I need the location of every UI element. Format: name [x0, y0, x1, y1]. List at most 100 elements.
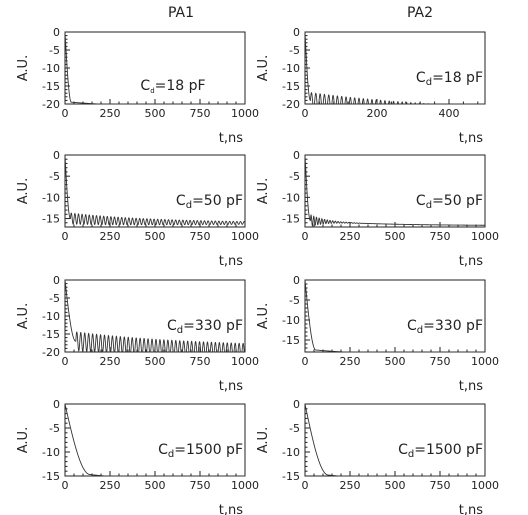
x-tick-label: 500: [145, 355, 166, 368]
x-axis-label: t,ns: [219, 254, 243, 269]
y-tick-label: 0: [53, 398, 60, 411]
panel-7: 0 250 500 750 1000 0 -5 -10 -15 A.U. t,ns Cd=1500 p…: [16, 398, 259, 515]
x-tick-label: 0: [302, 479, 309, 492]
capacitance-annotation: Cd=18 pF: [416, 70, 483, 88]
y-tick-label: 0: [293, 274, 300, 287]
x-tick-label: 200: [367, 107, 388, 120]
y-tick-label: 0: [53, 26, 60, 39]
panel-6: 0 250 500 750 1000 0 -5 -10 -15 A.U. t,ns Cd=330 pF: [256, 274, 499, 394]
x-tick-label: 250: [100, 107, 121, 120]
x-tick-label: 1000: [471, 355, 499, 368]
y-axis-label: A.U.: [16, 427, 31, 453]
y-tick-label: -5: [49, 292, 60, 305]
y-tick-label: -20: [42, 98, 60, 111]
x-tick-label: 1000: [231, 107, 259, 120]
x-tick-label: 500: [145, 107, 166, 120]
y-tick-label: -15: [282, 334, 300, 347]
x-tick-label: 750: [190, 479, 211, 492]
x-axis-label: t,ns: [459, 254, 483, 269]
y-tick-label: -15: [42, 470, 60, 483]
x-tick-label: 0: [302, 107, 309, 120]
signal-curve: [64, 154, 246, 226]
panel-8: 0 250 500 750 1000 0 -5 -10 -15 A.U. t,ns Cd=1500 p…: [256, 398, 499, 515]
x-axis-label: t,ns: [219, 379, 243, 394]
capacitance-annotation: Cd=50 pF: [176, 193, 243, 211]
x-tick-label: 0: [302, 355, 309, 368]
y-axis-label: A.U.: [16, 55, 31, 81]
y-tick-label: -5: [289, 44, 300, 57]
y-tick-label: -15: [42, 213, 60, 226]
y-tick-label: -10: [282, 62, 300, 75]
capacitance-annotation: Cd=330 pF: [167, 318, 243, 336]
y-tick-label: -10: [282, 446, 300, 459]
x-tick-label: 1000: [231, 479, 259, 492]
x-tick-label: 250: [100, 479, 121, 492]
y-tick-label: -10: [42, 191, 60, 204]
plot-frame: [64, 154, 246, 228]
x-tick-label: 0: [302, 230, 309, 243]
signal-curve: [304, 31, 485, 105]
y-tick-label: -10: [42, 62, 60, 75]
y-axis-label: A.U.: [256, 55, 271, 81]
signal-curve: [304, 154, 485, 227]
x-tick-label: 1000: [231, 230, 259, 243]
x-tick-label: 1000: [471, 230, 499, 243]
x-tick-label: 0: [62, 479, 69, 492]
y-tick-label: -5: [49, 170, 60, 183]
y-tick-label: -10: [282, 191, 300, 204]
x-axis-label: t,ns: [459, 131, 483, 146]
column-title-pa1: PA1: [168, 5, 194, 21]
y-tick-label: -5: [289, 170, 300, 183]
y-tick-label: -10: [42, 446, 60, 459]
y-tick-label: -15: [42, 328, 60, 341]
x-tick-label: 500: [385, 355, 406, 368]
x-tick-label: 500: [145, 479, 166, 492]
y-tick-label: -15: [282, 470, 300, 483]
x-tick-label: 750: [430, 230, 451, 243]
y-axis-label: A.U.: [16, 178, 31, 204]
y-tick-label: -20: [42, 346, 60, 359]
x-tick-label: 1000: [471, 479, 499, 492]
plot-frame: [304, 31, 486, 105]
x-tick-label: 750: [190, 107, 211, 120]
y-tick-label: -5: [289, 422, 300, 435]
capacitance-annotation: Cd=18 pF: [140, 78, 205, 95]
signal-curve: [304, 279, 485, 353]
y-tick-label: 0: [53, 149, 60, 162]
y-tick-label: -20: [282, 98, 300, 111]
x-tick-label: 1000: [231, 355, 259, 368]
x-tick-label: 750: [430, 479, 451, 492]
panel-1: 0 250 500 750 1000 0 -5 -10 -15 -20 A.U. t,ns Cd=18 …: [16, 26, 259, 146]
signal-curve: [64, 31, 245, 105]
y-tick-label: -10: [282, 314, 300, 327]
plot-frame: [304, 154, 486, 228]
x-tick-label: 250: [100, 230, 121, 243]
plot-frame: [64, 403, 246, 477]
column-title-pa2: PA2: [407, 5, 433, 21]
x-tick-label: 750: [190, 355, 211, 368]
y-axis-label: A.U.: [256, 178, 271, 204]
plot-frame: [304, 279, 486, 353]
x-axis-label: t,ns: [219, 131, 243, 146]
x-tick-label: 250: [100, 355, 121, 368]
y-tick-label: -15: [282, 213, 300, 226]
signal-curve: [64, 279, 245, 353]
y-tick-label: -5: [49, 422, 60, 435]
x-tick-label: 500: [385, 479, 406, 492]
x-tick-label: 750: [190, 230, 211, 243]
panel-5: 0 250 500 750 1000 0 -5 -10 -15 -20 A.U. t,ns Cd=330…: [16, 274, 259, 394]
x-tick-label: 250: [340, 230, 361, 243]
capacitance-annotation: Cd=330 pF: [407, 318, 483, 336]
x-axis-label: t,ns: [219, 503, 243, 515]
y-tick-label: -15: [42, 80, 60, 93]
capacitance-annotation: Cd=1500 pF: [398, 442, 483, 460]
y-axis-label: A.U.: [16, 303, 31, 329]
x-tick-label: 250: [340, 479, 361, 492]
x-tick-label: 0: [62, 355, 69, 368]
x-axis-label: t,ns: [459, 379, 483, 394]
capacitance-annotation: Cd=50 pF: [416, 193, 483, 211]
panel-3: 0 250 500 750 1000 0 -5 -10 -15 A.U. t,ns Cd=50 pF: [16, 149, 259, 269]
y-axis-label: A.U.: [256, 427, 271, 453]
x-tick-label: 0: [62, 230, 69, 243]
